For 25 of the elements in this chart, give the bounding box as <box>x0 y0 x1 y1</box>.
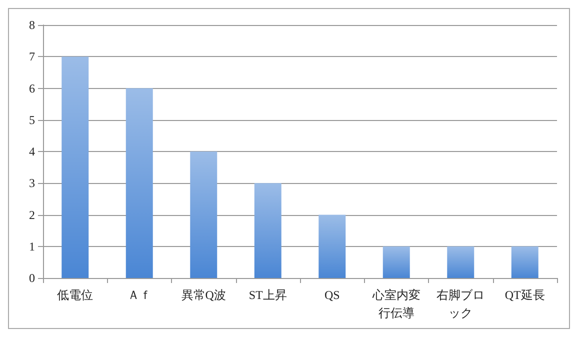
y-tick-label: 6 <box>29 81 35 96</box>
bar <box>190 152 218 278</box>
y-tick-label: 3 <box>29 176 35 190</box>
x-tick-label: 異常Q波 <box>181 288 226 302</box>
bar <box>511 246 538 278</box>
x-tick-label: 低電位 <box>57 288 94 302</box>
y-tick-label: 5 <box>29 112 35 127</box>
bar <box>447 246 474 278</box>
bar <box>318 214 346 278</box>
x-tick-label: Ａｆ <box>127 288 152 302</box>
x-tick-label: 右脚ブロック <box>436 288 485 320</box>
x-tick-label: 心室内変行伝導 <box>371 288 420 320</box>
y-tick-label: 8 <box>29 18 35 32</box>
bar <box>62 56 89 278</box>
x-tick-label: ST上昇 <box>248 288 287 302</box>
bar <box>382 246 410 278</box>
y-tick-label: 0 <box>29 271 35 285</box>
y-tick-label: 2 <box>29 208 35 222</box>
y-tick-label: 1 <box>29 239 35 254</box>
x-tick-label: QS <box>324 288 340 302</box>
y-tick-label: 7 <box>29 50 35 64</box>
x-tick-label: QT延長 <box>504 288 545 302</box>
bar <box>254 183 282 278</box>
y-tick-label: 4 <box>29 144 35 158</box>
bar <box>126 88 153 278</box>
